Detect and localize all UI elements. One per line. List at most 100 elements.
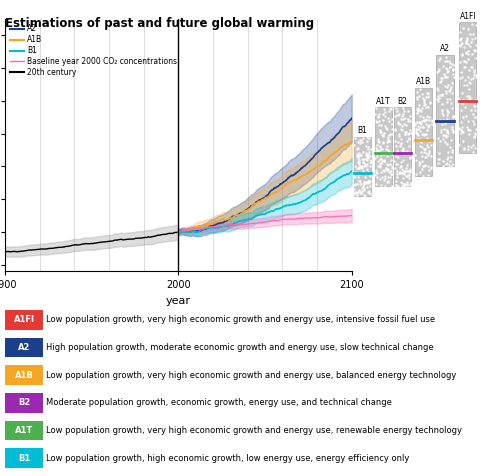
- Point: [443, 57, 451, 65]
- Point: [363, 156, 371, 164]
- Point: [358, 155, 366, 163]
- Point: [357, 163, 365, 171]
- Point: [471, 107, 479, 114]
- Point: [398, 122, 406, 129]
- Point: [371, 171, 379, 178]
- Point: [416, 85, 423, 93]
- Point: [458, 128, 466, 135]
- Text: A1FI: A1FI: [460, 12, 476, 20]
- Point: [412, 121, 419, 129]
- Point: [417, 120, 425, 128]
- Point: [382, 172, 390, 179]
- Point: [443, 95, 451, 103]
- Point: [407, 117, 415, 124]
- Point: [439, 92, 446, 99]
- Point: [399, 167, 407, 175]
- Point: [376, 126, 384, 134]
- Point: [416, 159, 424, 167]
- Point: [379, 116, 387, 123]
- Point: [443, 128, 451, 135]
- Point: [441, 119, 449, 127]
- Point: [468, 50, 476, 58]
- Point: [393, 170, 401, 178]
- Point: [354, 154, 362, 161]
- Point: [387, 148, 395, 156]
- Point: [416, 93, 423, 100]
- Point: [386, 173, 394, 181]
- Point: [441, 70, 448, 78]
- Point: [465, 126, 472, 134]
- Point: [439, 74, 446, 82]
- Point: [464, 47, 472, 55]
- Point: [412, 156, 420, 163]
- Point: [388, 115, 396, 123]
- Point: [433, 68, 441, 76]
- Point: [424, 122, 432, 129]
- Point: [425, 147, 433, 155]
- Point: [351, 188, 359, 196]
- Point: [363, 179, 371, 187]
- Point: [421, 145, 429, 152]
- Point: [377, 145, 385, 153]
- Point: [355, 165, 363, 172]
- Point: [357, 136, 365, 144]
- FancyBboxPatch shape: [5, 338, 43, 357]
- Point: [377, 155, 385, 163]
- Point: [355, 177, 363, 185]
- Point: [406, 165, 414, 173]
- Point: [365, 188, 372, 195]
- Point: [442, 133, 450, 140]
- Point: [355, 164, 363, 171]
- Point: [360, 178, 368, 186]
- Point: [435, 155, 443, 163]
- Point: [422, 120, 430, 128]
- Point: [446, 157, 454, 165]
- Point: [386, 105, 393, 112]
- Point: [419, 101, 427, 109]
- Point: [378, 157, 386, 165]
- Point: [435, 149, 442, 157]
- Text: Low population growth, very high economic growth and energy use, renewable energ: Low population growth, very high economi…: [46, 426, 462, 435]
- Point: [420, 96, 428, 104]
- Point: [403, 179, 411, 187]
- Point: [373, 146, 381, 154]
- Point: [439, 106, 446, 114]
- Point: [392, 104, 400, 112]
- Point: [442, 115, 450, 123]
- Point: [383, 166, 391, 174]
- Point: [384, 173, 392, 180]
- Point: [353, 180, 361, 188]
- Point: [355, 149, 363, 157]
- Point: [374, 135, 382, 143]
- Point: [360, 191, 368, 198]
- Point: [401, 130, 409, 138]
- Point: [400, 182, 408, 189]
- Point: [423, 126, 431, 134]
- Point: [354, 139, 362, 146]
- Point: [434, 155, 441, 163]
- Point: [449, 113, 457, 121]
- Point: [365, 177, 372, 185]
- Point: [420, 118, 428, 125]
- Point: [367, 146, 375, 153]
- Point: [444, 153, 452, 161]
- Point: [462, 48, 470, 55]
- Point: [361, 192, 369, 199]
- Point: [400, 170, 408, 178]
- Point: [357, 151, 365, 159]
- Point: [399, 144, 407, 151]
- Point: [393, 107, 401, 115]
- Point: [358, 187, 366, 195]
- Point: [365, 154, 372, 162]
- Point: [444, 149, 452, 156]
- Point: [392, 137, 399, 144]
- Point: [470, 71, 478, 79]
- Point: [449, 160, 457, 168]
- Point: [465, 142, 472, 150]
- Point: [441, 58, 449, 65]
- Point: [448, 104, 456, 111]
- Point: [418, 130, 426, 138]
- Point: [444, 81, 452, 89]
- Point: [463, 81, 470, 89]
- Text: Moderate population growth, economic growth, energy use, and technical change: Moderate population growth, economic gro…: [46, 398, 392, 407]
